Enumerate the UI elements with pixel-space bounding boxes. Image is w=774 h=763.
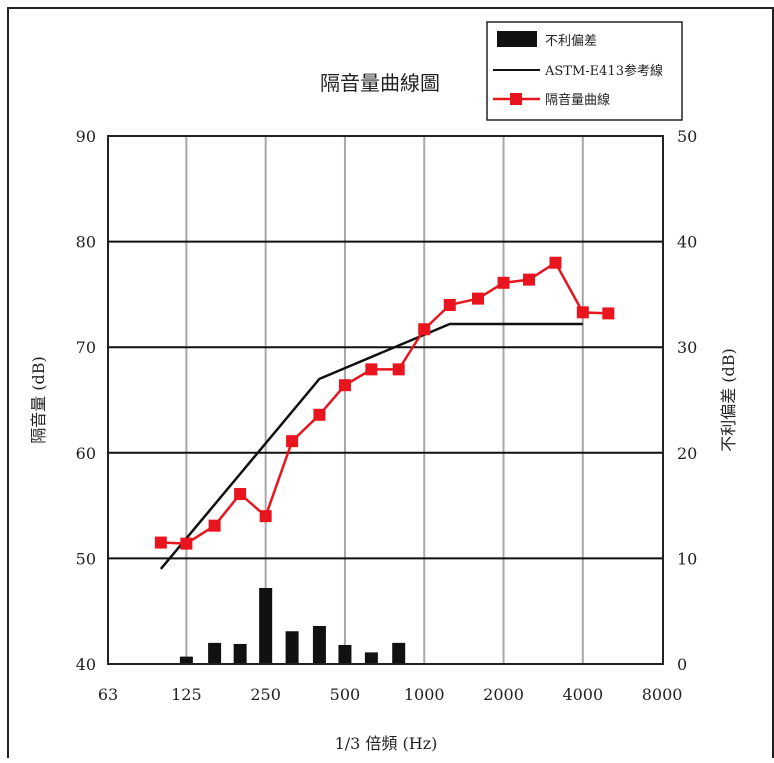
- left-y-tick-label: 60: [76, 444, 96, 463]
- insulation-marker: [208, 519, 221, 532]
- right-y-tick-label: 10: [677, 549, 697, 568]
- left-y-tick-label: 40: [76, 655, 96, 674]
- vertical-gridlines: [185, 136, 584, 664]
- x-tick-label: 4000: [562, 685, 603, 704]
- deviation-bar: [285, 631, 299, 664]
- left-y-axis-label: 隔音量 (dB): [29, 356, 48, 444]
- legend-label-deviation: 不利偏差: [545, 34, 597, 49]
- insulation-marker: [365, 363, 378, 376]
- insulation-marker: [313, 408, 326, 421]
- left-y-tick-label: 70: [76, 338, 96, 357]
- right-y-axis-label: 不利偏差 (dB): [719, 348, 738, 452]
- insulation-marker: [418, 323, 431, 336]
- x-tick-label: 2000: [483, 685, 524, 704]
- deviation-bar: [364, 652, 378, 664]
- insulation-marker: [443, 298, 456, 311]
- x-axis-label: 1/3 倍頻 (Hz): [335, 734, 438, 753]
- deviation-bar: [179, 656, 193, 664]
- insulation-marker: [576, 306, 589, 319]
- outer-border: [7, 7, 774, 763]
- left-y-tick-label: 80: [76, 233, 96, 252]
- left-y-tick-label: 50: [76, 549, 96, 568]
- insulation-marker: [154, 536, 167, 549]
- deviation-bar: [208, 642, 222, 664]
- legend-bar-swatch: [497, 31, 537, 47]
- deviation-bars: [179, 587, 406, 664]
- insulation-marker: [259, 510, 272, 523]
- right-y-axis-ticks: 0 10 20 30 40 50: [677, 127, 697, 674]
- insulation-marker: [234, 487, 247, 500]
- horizontal-gridlines: [108, 240, 663, 560]
- legend-label-reference: ASTM-E413参考線: [544, 63, 663, 79]
- x-tick-label: 8000: [642, 685, 683, 704]
- deviation-bar: [312, 625, 326, 664]
- insulation-curve: [154, 256, 615, 550]
- deviation-bar: [233, 643, 247, 664]
- x-tick-label: 1000: [404, 685, 445, 704]
- deviation-bar: [338, 644, 352, 664]
- legend: 不利偏差 ASTM-E413参考線 隔音量曲線: [486, 21, 683, 121]
- reference-polyline: [159, 322, 583, 570]
- left-y-tick-label: 90: [76, 127, 96, 146]
- insulation-marker: [471, 292, 484, 305]
- x-axis-ticks: 63 125 250 500 1000 2000 4000 8000: [98, 685, 683, 704]
- plot-border: [107, 135, 664, 665]
- insulation-marker: [523, 273, 536, 286]
- insulation-marker: [392, 363, 405, 376]
- x-tick-label: 63: [98, 685, 118, 704]
- x-tick-label: 125: [171, 685, 202, 704]
- right-y-tick-label: 50: [677, 127, 697, 146]
- insulation-marker: [180, 537, 193, 550]
- chart-title: 隔音量曲線圖: [320, 71, 440, 95]
- right-y-tick-label: 40: [677, 233, 697, 252]
- right-y-tick-label: 30: [677, 338, 697, 357]
- insulation-polyline: [160, 260, 609, 545]
- right-y-tick-label: 20: [677, 444, 697, 463]
- left-y-axis-ticks: 40 50 60 70 80 90: [76, 127, 96, 674]
- x-tick-label: 250: [250, 685, 281, 704]
- deviation-bar: [259, 587, 273, 664]
- right-y-tick-label: 0: [677, 655, 687, 674]
- insulation-marker: [338, 379, 351, 392]
- insulation-marker: [602, 307, 615, 320]
- insulation-marker: [497, 276, 510, 289]
- legend-curve-marker: [510, 93, 522, 105]
- legend-label-curve: 隔音量曲線: [545, 92, 610, 108]
- deviation-bar: [392, 642, 406, 664]
- reference-line: [159, 322, 583, 570]
- insulation-marker: [286, 435, 299, 448]
- x-tick-label: 500: [330, 685, 361, 704]
- insulation-marker: [549, 256, 562, 269]
